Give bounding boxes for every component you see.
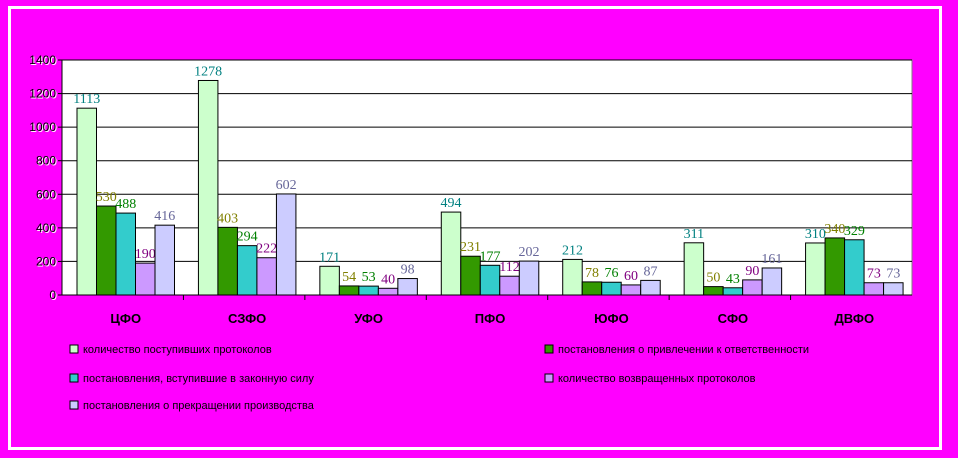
legend-swatch: [69, 344, 79, 354]
legend-swatch: [544, 344, 554, 354]
bar: [96, 205, 117, 296]
data-label: 112: [499, 260, 519, 275]
y-tick-label: 800: [36, 154, 56, 168]
bar: [440, 211, 462, 296]
data-label: 310: [805, 227, 826, 242]
y-tick-label: 600: [36, 187, 56, 201]
data-label: 329: [844, 224, 865, 239]
legend-label: количество возвращенных протоколов: [558, 373, 756, 385]
data-label: 98: [401, 263, 415, 278]
data-label: 494: [441, 196, 462, 211]
bar: [499, 275, 520, 296]
bar: [562, 258, 583, 296]
bar: [824, 237, 846, 296]
data-label: 416: [154, 209, 175, 224]
x-tick-label: УФО: [354, 311, 383, 326]
data-label: 294: [237, 230, 258, 245]
legend-label: количество поступивших протоколов: [83, 344, 272, 356]
y-tick-label: 0: [49, 288, 56, 302]
bar: [761, 267, 783, 296]
data-label: 202: [519, 245, 540, 260]
data-label: 78: [585, 266, 599, 281]
data-label: 54: [342, 270, 356, 285]
data-label: 50: [706, 271, 720, 286]
bar: [460, 255, 481, 296]
bar: [319, 265, 340, 296]
x-tick-label: СЗФО: [228, 311, 266, 326]
data-label: 311: [684, 227, 704, 242]
data-label: 87: [643, 264, 657, 279]
data-label: 53: [362, 270, 376, 285]
data-label: 231: [460, 240, 481, 255]
bar: [863, 282, 885, 296]
bar: [358, 285, 379, 296]
data-label: 177: [480, 249, 501, 264]
bar: [397, 278, 418, 296]
bar: [805, 242, 826, 296]
bar: [154, 224, 175, 296]
data-label: 212: [562, 243, 583, 258]
bar: [217, 226, 238, 296]
data-label: 73: [867, 267, 881, 282]
bar: [703, 286, 724, 296]
legend-label: постановления о привлечении к ответствен…: [558, 344, 809, 356]
bar: [683, 242, 705, 296]
bar: [197, 79, 219, 296]
data-label: 190: [135, 247, 156, 262]
x-tick-label: СФО: [718, 311, 749, 326]
data-label: 60: [624, 269, 638, 284]
x-tick-label: ЮФО: [594, 311, 629, 326]
bar: [742, 279, 763, 296]
bar: [256, 257, 277, 296]
data-label: 1278: [194, 64, 222, 79]
y-tick-label: 1200: [29, 87, 56, 101]
bar: [236, 245, 258, 296]
y-tick-label: 400: [36, 221, 56, 235]
legend-label: постановления, вступившие в законную сил…: [83, 373, 314, 385]
y-tick-label: 1400: [29, 53, 56, 67]
bar: [581, 281, 603, 296]
y-tick-label: 200: [36, 254, 56, 268]
bar: [479, 264, 501, 296]
legend-swatch: [544, 373, 554, 383]
bar: [338, 285, 360, 296]
data-label: 222: [256, 242, 277, 257]
bar: [640, 279, 661, 296]
bar: [115, 212, 136, 296]
legend-label: постановления о прекращении производства: [83, 400, 315, 412]
data-label: 530: [96, 190, 117, 205]
bar: [620, 284, 642, 296]
bar: [275, 193, 297, 296]
bar: [883, 282, 904, 296]
x-tick-label: ПФО: [475, 311, 506, 326]
data-label: 161: [761, 252, 782, 267]
data-label: 340: [824, 222, 845, 237]
x-tick-label: ДВФО: [835, 311, 875, 326]
x-tick-label: ЦФО: [110, 311, 141, 326]
legend-swatch: [69, 400, 79, 410]
data-label: 90: [745, 264, 759, 279]
data-label: 76: [604, 266, 618, 281]
chart-frame: [8, 6, 942, 450]
bar: [377, 287, 399, 296]
bar: [844, 239, 865, 296]
data-label: 1113: [73, 92, 100, 107]
y-tick-label: 1000: [29, 120, 56, 134]
bar: [722, 287, 744, 296]
data-label: 488: [115, 197, 136, 212]
bar: [518, 260, 540, 296]
data-label: 171: [319, 250, 340, 265]
bar: [601, 281, 622, 296]
legend-swatch: [69, 373, 79, 383]
bar: [76, 107, 97, 296]
data-label: 73: [886, 267, 900, 282]
data-label: 403: [217, 211, 238, 226]
data-label: 602: [276, 178, 297, 193]
data-label: 43: [726, 272, 740, 287]
bar: [135, 262, 156, 296]
data-label: 40: [381, 272, 395, 287]
